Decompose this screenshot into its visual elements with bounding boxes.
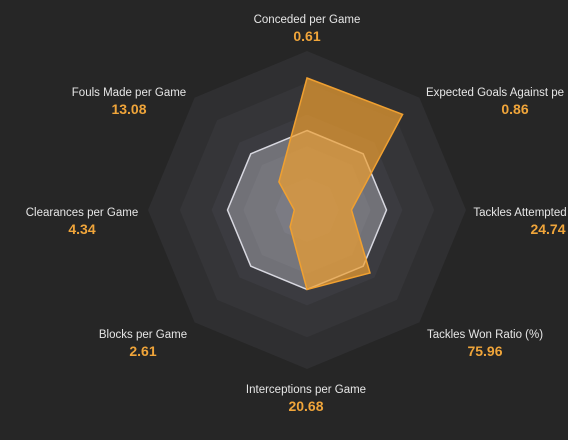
stat-value: 2.61 (129, 343, 156, 359)
stat-value: 0.61 (293, 28, 320, 44)
stat-value: 13.08 (111, 101, 146, 117)
axis-label: Tackles Won Ratio (%) (427, 329, 543, 341)
axis-label: Clearances per Game (26, 207, 139, 219)
axis-label: Interceptions per Game (246, 384, 366, 396)
radar-area (278, 77, 404, 291)
axis-label: Blocks per Game (99, 329, 187, 341)
axis-label: Fouls Made per Game (72, 87, 186, 99)
axis-label: Tackles Attempted (473, 207, 566, 219)
stat-value: 75.96 (467, 343, 502, 359)
stat-value: 4.34 (68, 221, 95, 237)
stat-value: 0.86 (501, 101, 528, 117)
axis-label: Expected Goals Against pe (426, 87, 564, 99)
axis-label: Conceded per Game (254, 14, 361, 26)
stat-value: 20.68 (288, 398, 323, 414)
stat-value: 24.74 (530, 221, 565, 237)
